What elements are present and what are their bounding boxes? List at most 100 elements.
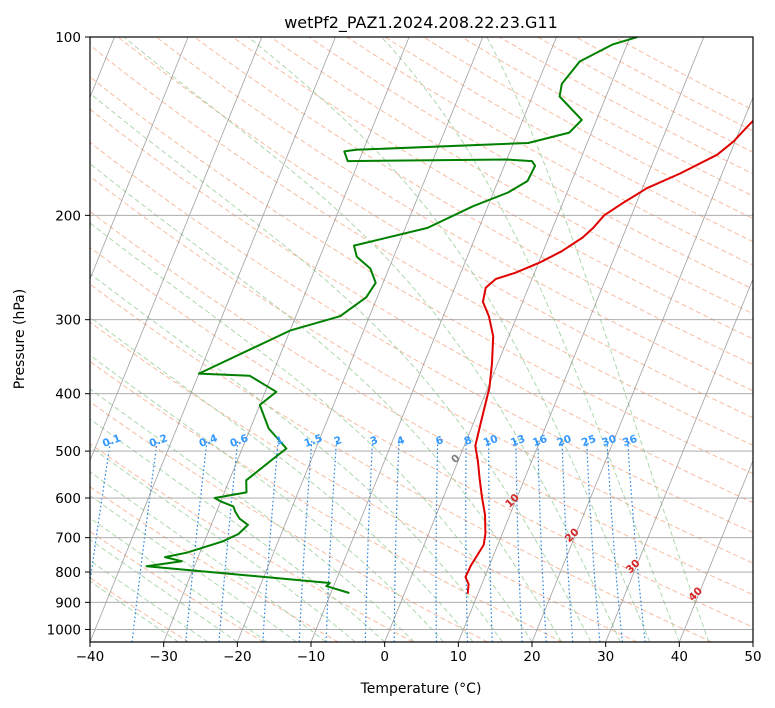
moist-adiabat-line xyxy=(90,539,238,642)
moist-adiabat-line xyxy=(90,316,474,642)
mixing-ratio-label: 3 xyxy=(369,434,380,448)
mixing-ratio-label: 0.1 xyxy=(101,432,123,450)
mixing-ratio-label: 2 xyxy=(333,434,344,448)
y-tick-label: 400 xyxy=(55,387,81,403)
dry-adiabat-line xyxy=(90,175,753,564)
mixing-ratio-line xyxy=(298,440,313,642)
isotherm-line xyxy=(90,37,263,462)
plot-frame xyxy=(89,36,754,643)
dry-adiabat-line xyxy=(90,76,753,475)
isotherm-line xyxy=(163,37,410,642)
y-tick-label: 800 xyxy=(55,565,81,581)
mixing-ratio-line xyxy=(627,440,646,642)
mixing-ratio-label: 1 xyxy=(274,434,285,448)
dry-adiabat-line xyxy=(194,37,753,366)
dry-adiabat-line xyxy=(90,210,753,596)
x-tick-label: 10 xyxy=(450,649,467,665)
dry-adiabat-line xyxy=(90,141,753,534)
isotherm-line xyxy=(310,37,557,642)
moist-adiabat-line xyxy=(90,272,503,642)
mixing-ratio-line xyxy=(606,440,623,642)
moist-adiabat-line xyxy=(90,471,327,642)
mixing-ratio-line xyxy=(586,440,601,642)
y-tick-label: 200 xyxy=(55,208,81,224)
moist-adiabat-line xyxy=(90,445,356,642)
mixing-ratio-line xyxy=(185,440,208,642)
y-tick-label: 100 xyxy=(55,30,81,46)
mixing-ratio-line xyxy=(90,440,112,587)
mixing-ratio-label: 36 xyxy=(621,433,639,449)
moist-adiabat-line xyxy=(90,517,268,642)
x-tick-label: 20 xyxy=(523,649,540,665)
mixing-ratio-label: 0.2 xyxy=(148,432,170,450)
y-axis-label: Pressure (hPa) xyxy=(12,289,28,389)
moist-adiabat-line xyxy=(90,418,386,642)
dry-adiabat-line xyxy=(90,443,414,642)
dry-adiabat-line xyxy=(346,37,753,266)
mixing-ratio-label: 6 xyxy=(434,434,445,448)
isotherm-line xyxy=(605,277,753,642)
y-tick-label: 900 xyxy=(55,595,81,611)
mixing-ratio-line xyxy=(364,440,374,642)
moist-adiabat-line xyxy=(90,163,562,642)
isotherm-line xyxy=(236,37,484,642)
dry-adiabat-line xyxy=(232,37,753,340)
moist-adiabat-line xyxy=(247,37,651,642)
dry-adiabat-line xyxy=(90,360,563,642)
y-axis: 100 200 300 400 500 600 700 800 900 1000 xyxy=(47,30,90,638)
chart-title: wetPf2_PAZ1.2024.208.22.23.G11 xyxy=(284,13,558,33)
dry-adiabat-line xyxy=(384,37,753,243)
x-tick-label: −30 xyxy=(149,649,178,665)
mixing-ratio-line xyxy=(465,440,469,642)
isotherm-line xyxy=(90,37,336,642)
moist-adiabat-line xyxy=(381,37,680,642)
dry-adiabat-line xyxy=(537,37,753,153)
dry-adiabat-line xyxy=(155,37,753,392)
dry-adiabat-line xyxy=(90,530,264,642)
temperature-profile-line xyxy=(464,119,753,594)
isotherm-line xyxy=(457,37,705,642)
dry-adiabat-line xyxy=(90,486,339,642)
mixing-ratio-label: 8 xyxy=(463,434,474,448)
x-tick-label: 40 xyxy=(671,649,688,665)
mixing-ratio-label: 30 xyxy=(600,433,618,449)
moist-adiabat-line xyxy=(90,559,209,642)
x-axis: −40 −30 −20 −10 0 10 20 30 40 50 xyxy=(76,642,762,665)
mixing-ratio-line xyxy=(218,440,239,642)
mixing-ratio-line xyxy=(435,440,439,642)
mixing-ratio-line xyxy=(561,440,574,642)
dry-adiabat-line xyxy=(499,37,753,175)
dry-adiabat-line xyxy=(461,37,753,197)
dry-adiabat-line xyxy=(90,246,753,628)
moist-adiabat-line xyxy=(90,354,444,642)
isotherm-line xyxy=(678,459,753,642)
y-tick-label: 300 xyxy=(55,313,81,329)
mixing-ratio-label: 25 xyxy=(580,433,598,449)
moist-adiabat-line xyxy=(90,222,533,642)
y-tick-label: 700 xyxy=(55,531,81,547)
x-axis-label: Temperature (°C) xyxy=(360,681,482,697)
mixing-ratio-label: 16 xyxy=(531,433,549,449)
x-tick-label: 30 xyxy=(597,649,614,665)
dry-adiabat-line xyxy=(117,37,753,419)
y-tick-label: 500 xyxy=(55,444,81,460)
thermodynamic-background xyxy=(90,37,753,642)
x-tick-label: 50 xyxy=(744,649,761,665)
x-tick-label: −40 xyxy=(76,649,105,665)
mixing-ratio-label: 10 xyxy=(482,433,500,449)
mixing-ratio-label: 4 xyxy=(395,434,406,448)
x-tick-label: −10 xyxy=(297,649,326,665)
isotherm-line xyxy=(384,37,631,642)
dry-adiabat-line xyxy=(270,37,753,315)
moist-adiabat-line xyxy=(90,92,592,642)
y-tick-label: 600 xyxy=(55,491,81,507)
sounding-series xyxy=(145,37,753,594)
mixing-ratio-line xyxy=(515,440,523,642)
mixing-ratio-label: 13 xyxy=(509,433,527,449)
moist-adiabat-line xyxy=(90,580,179,642)
moist-adiabat-line xyxy=(123,37,621,642)
mixing-ratio-label: 0.4 xyxy=(198,432,220,450)
y-tick-label: 1000 xyxy=(47,622,81,638)
